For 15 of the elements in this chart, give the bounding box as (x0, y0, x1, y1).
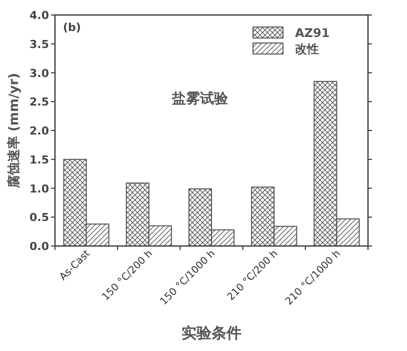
y-tick-label: 3.5 (30, 38, 49, 51)
y-tick-label: 0.0 (30, 240, 50, 253)
y-tick-label: 2.5 (30, 96, 49, 109)
y-tick-label: 4.0 (30, 9, 50, 22)
y-axis-title: 腐蚀速率 (mm/yr) (6, 72, 22, 190)
legend-label: AZ91 (295, 26, 330, 40)
y-tick-label: 1.5 (30, 153, 49, 166)
y-tick-label: 3.0 (30, 66, 50, 80)
y-tick-label: 2.0 (30, 124, 50, 138)
y-tick-label: 1.0 (30, 182, 50, 196)
legend-label: 改性 (295, 42, 319, 56)
annotation: (b) (63, 21, 81, 34)
annotation: 盐雾试验 (171, 91, 229, 107)
x-axis-title: 实验条件 (182, 324, 242, 342)
y-tick-label: 0.5 (30, 211, 49, 224)
